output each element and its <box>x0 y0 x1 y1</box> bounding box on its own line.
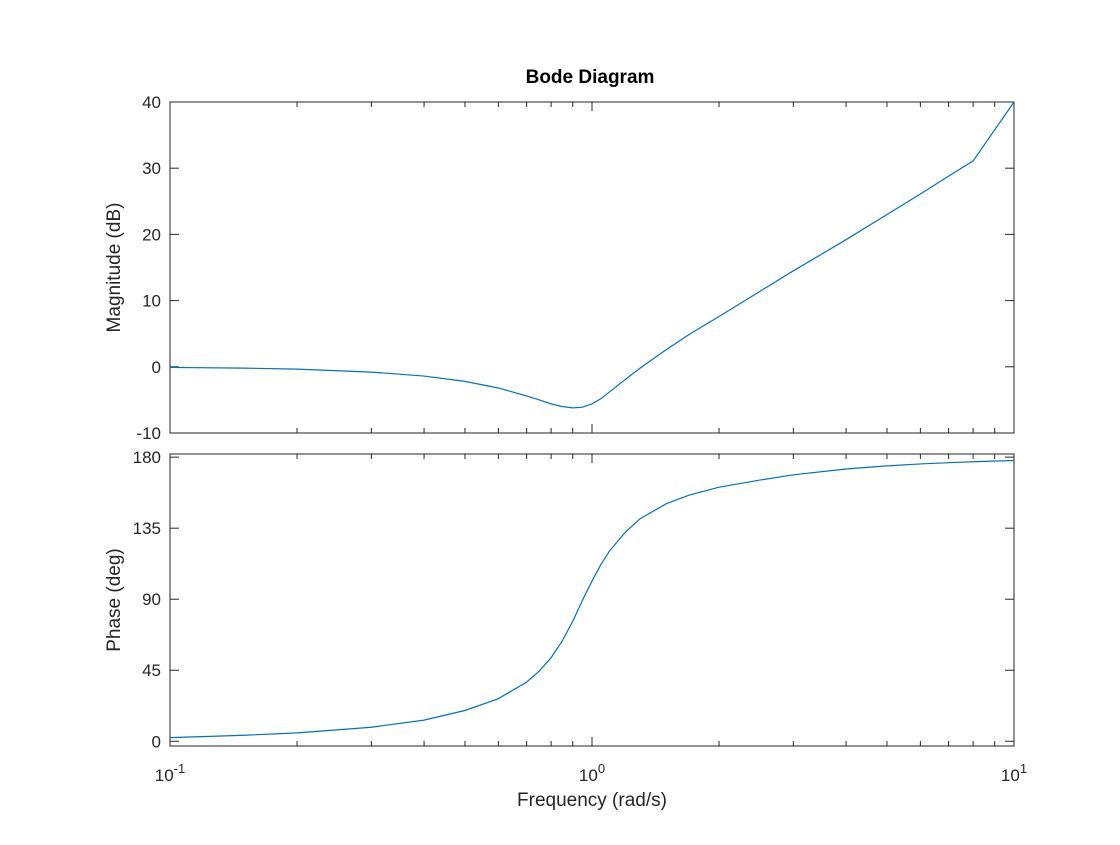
phase-axes-box <box>169 453 1015 747</box>
phase-y-tick-label: 135 <box>133 519 161 538</box>
magnitude-y-tick-label: 0 <box>152 358 161 377</box>
magnitude-y-tick-label: 20 <box>142 225 161 244</box>
phase-panel: Phase (deg) 0 45 90 135 180 <box>104 448 1015 751</box>
magnitude-y-tick-label: 30 <box>142 159 161 178</box>
x-tick-label: 100 <box>579 761 605 785</box>
x-axis-label: Frequency (rad/s) <box>517 790 667 811</box>
magnitude-y-label: Magnitude (dB) <box>104 203 125 333</box>
phase-curve <box>169 459 1015 739</box>
phase-y-tick-label: 0 <box>152 732 161 751</box>
magnitude-curve <box>169 101 1015 409</box>
phase-y-tick-label: 180 <box>133 448 161 467</box>
magnitude-y-tick-label: 40 <box>142 93 161 112</box>
phase-y-label: Phase (deg) <box>104 548 125 652</box>
x-tick-label: 10-1 <box>155 761 185 785</box>
magnitude-panel: Magnitude (dB) -10 0 10 20 30 40 <box>104 93 1015 443</box>
chart-title: Bode Diagram <box>526 67 655 88</box>
magnitude-axes-box <box>169 101 1015 434</box>
x-tick-label: 101 <box>1001 761 1027 785</box>
magnitude-y-tick-label: 10 <box>142 292 161 311</box>
phase-y-tick-label: 45 <box>142 661 161 680</box>
magnitude-y-tick-label: -10 <box>136 424 161 443</box>
phase-y-tick-label: 90 <box>142 590 161 609</box>
